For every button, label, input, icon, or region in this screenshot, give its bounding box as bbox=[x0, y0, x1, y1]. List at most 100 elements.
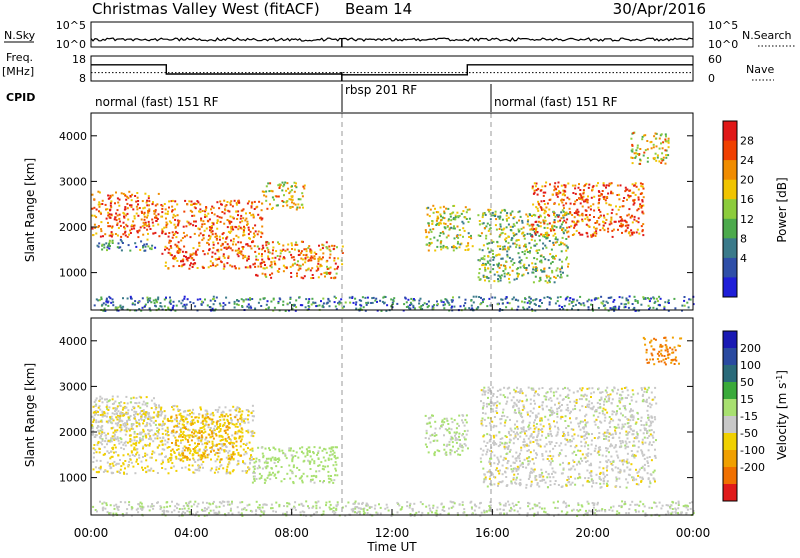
echo-cell bbox=[668, 142, 670, 144]
echo-cell bbox=[596, 220, 598, 222]
echo-cell bbox=[568, 263, 570, 265]
echo-cell bbox=[305, 306, 307, 308]
echo-cell bbox=[609, 445, 611, 447]
colorbar-tick: 24 bbox=[740, 154, 754, 167]
echo-cell bbox=[145, 471, 147, 473]
echo-cell bbox=[136, 206, 138, 208]
echo-cell bbox=[518, 261, 520, 263]
echo-cell bbox=[646, 457, 648, 459]
echo-cell bbox=[323, 468, 325, 470]
echo-cell bbox=[185, 418, 187, 420]
echo-cell bbox=[166, 247, 168, 249]
echo-cell bbox=[454, 419, 456, 421]
echo-cell bbox=[174, 418, 176, 420]
echo-cell bbox=[107, 305, 109, 307]
echo-cell bbox=[308, 305, 310, 307]
echo-cell bbox=[229, 410, 231, 412]
echo-cell bbox=[180, 431, 182, 433]
echo-cell bbox=[153, 452, 155, 454]
echo-cell bbox=[93, 447, 95, 449]
echo-cell bbox=[633, 232, 635, 234]
echo-cell bbox=[523, 407, 525, 409]
echo-cell bbox=[145, 459, 147, 461]
echo-cell bbox=[235, 235, 237, 237]
echo-cell bbox=[565, 250, 567, 252]
echo-cell bbox=[119, 199, 121, 201]
echo-cell bbox=[626, 466, 628, 468]
echo-cell bbox=[543, 425, 545, 427]
echo-cell bbox=[132, 220, 134, 222]
echo-cell bbox=[586, 224, 588, 226]
echo-cell bbox=[96, 471, 98, 473]
echo-cell bbox=[184, 296, 186, 298]
echo-cell bbox=[483, 405, 485, 407]
echo-cell bbox=[118, 242, 120, 244]
echo-cell bbox=[579, 234, 581, 236]
echo-cell bbox=[263, 261, 265, 263]
echo-cell bbox=[222, 237, 224, 239]
echo-cell bbox=[265, 196, 267, 198]
echo-cell bbox=[147, 233, 149, 235]
echo-cell bbox=[600, 193, 602, 195]
echo-cell bbox=[127, 465, 129, 467]
echo-cell bbox=[92, 427, 94, 429]
echo-cell bbox=[335, 470, 337, 472]
echo-cell bbox=[180, 260, 182, 262]
echo-cell bbox=[274, 257, 276, 259]
echo-cell bbox=[425, 236, 427, 238]
echo-cell bbox=[106, 249, 108, 251]
echo-cell bbox=[144, 404, 146, 406]
echo-cell bbox=[227, 429, 229, 431]
echo-cell bbox=[134, 215, 136, 217]
echo-cell bbox=[647, 417, 649, 419]
echo-cell bbox=[274, 474, 276, 476]
echo-cell bbox=[612, 461, 614, 463]
echo-cell bbox=[92, 421, 94, 423]
echo-cell bbox=[145, 445, 147, 447]
echo-cell bbox=[123, 222, 125, 224]
echo-cell bbox=[115, 423, 117, 425]
echo-cell bbox=[125, 396, 127, 398]
echo-cell bbox=[127, 219, 129, 221]
echo-cell bbox=[119, 472, 121, 474]
echo-cell bbox=[118, 205, 120, 207]
echo-cell bbox=[443, 206, 445, 208]
echo-cell bbox=[533, 281, 535, 283]
echo-cell bbox=[537, 194, 539, 196]
echo-cell bbox=[198, 417, 200, 419]
echo-cell bbox=[528, 438, 530, 440]
echo-cell bbox=[239, 221, 241, 223]
echo-cell bbox=[590, 208, 592, 210]
echo-cell bbox=[169, 297, 171, 299]
echo-cell bbox=[466, 245, 468, 247]
echo-cell bbox=[95, 216, 97, 218]
echo-cell bbox=[173, 305, 175, 307]
echo-cell bbox=[201, 304, 203, 306]
echo-cell bbox=[336, 246, 338, 248]
echo-cell bbox=[542, 243, 544, 245]
echo-cell bbox=[106, 398, 108, 400]
echo-cell bbox=[620, 303, 622, 305]
echo-cell bbox=[268, 306, 270, 308]
echo-cell bbox=[588, 184, 590, 186]
echo-cell bbox=[174, 233, 176, 235]
echo-cell bbox=[486, 442, 488, 444]
echo-cell bbox=[647, 161, 649, 163]
echo-cell bbox=[637, 302, 639, 304]
echo-cell bbox=[307, 454, 309, 456]
echo-cell bbox=[540, 206, 542, 208]
echo-cell bbox=[477, 214, 479, 216]
echo-cell bbox=[217, 215, 219, 217]
echo-cell bbox=[137, 463, 139, 465]
echo-cell bbox=[134, 217, 136, 219]
echo-cell bbox=[216, 444, 218, 446]
echo-cell bbox=[552, 455, 554, 457]
echo-cell bbox=[455, 216, 457, 218]
echo-cell bbox=[236, 449, 238, 451]
echo-cell bbox=[500, 226, 502, 228]
echo-cell bbox=[496, 407, 498, 409]
echo-cell bbox=[305, 298, 307, 300]
echo-cell bbox=[644, 442, 646, 444]
echo-cell bbox=[428, 245, 430, 247]
echo-cell bbox=[233, 241, 235, 243]
